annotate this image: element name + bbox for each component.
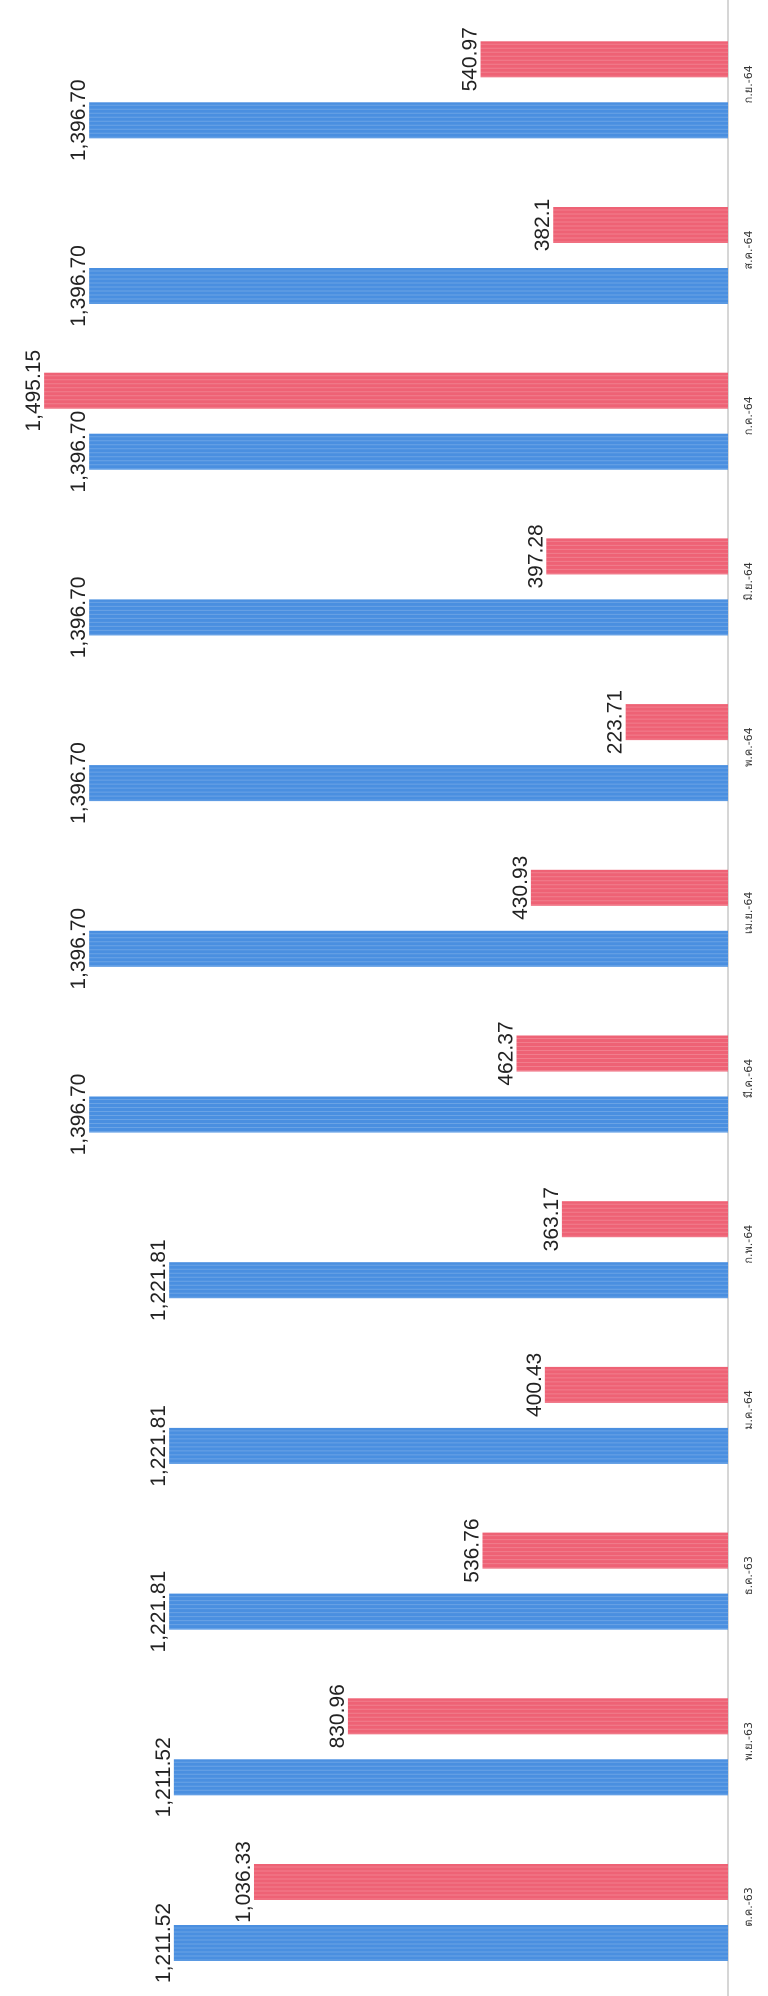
blue-bar-10: [89, 268, 729, 304]
category-tick-label-9: ก.ค.-64: [742, 396, 755, 435]
red-value-label-11: 540.97: [459, 27, 482, 91]
blue-bar-4: [169, 1262, 728, 1299]
blue-bar-8: [89, 599, 729, 636]
category-tick-label-3: ม.ค.-64: [742, 1390, 755, 1430]
labels-layer: 1,211.52 1,036.33 ต.ค.-63 1,211.52 830.96 พ.ย…: [22, 27, 755, 1983]
category-tick-label-10: ส.ค.-64: [742, 230, 755, 269]
red-value-label-2: 536.76: [460, 1518, 483, 1582]
red-value-label-3: 400.43: [523, 1353, 546, 1417]
red-bar-9: [44, 372, 728, 409]
blue-bar-7: [89, 765, 729, 802]
blue-value-label-1: 1,211.52: [152, 1737, 175, 1817]
blue-bar-2: [169, 1593, 728, 1630]
red-bar-11: [480, 41, 728, 78]
blue-bar-9: [89, 433, 729, 470]
red-value-label-8: 397.28: [524, 524, 547, 588]
red-bar-4: [561, 1201, 728, 1238]
blue-bar-1: [173, 1759, 728, 1796]
blue-value-label-4: 1,221.81: [147, 1239, 170, 1321]
red-bar-6: [530, 869, 728, 906]
blue-bar-5: [89, 1096, 729, 1133]
blue-bar-6: [89, 930, 729, 967]
red-bar-10: [553, 207, 728, 243]
category-tick-label-4: ก.พ.-64: [742, 1225, 755, 1264]
blue-value-label-0: 1,211.52: [152, 1903, 175, 1983]
blue-value-label-3: 1,221.81: [147, 1405, 170, 1487]
red-bar-8: [546, 538, 728, 575]
blue-value-label-8: 1,396.70: [67, 577, 90, 659]
category-tick-label-0: ต.ค.-63: [742, 1887, 755, 1926]
category-tick-label-6: เม.ย.-64: [742, 892, 755, 934]
blue-value-label-10: 1,396.70: [67, 245, 90, 327]
red-value-label-5: 462.37: [495, 1021, 518, 1085]
category-tick-label-5: มี.ค.-64: [742, 1059, 755, 1099]
red-bar-3: [544, 1366, 728, 1403]
category-tick-label-1: พ.ย.-63: [742, 1722, 755, 1761]
red-bar-5: [516, 1035, 728, 1072]
blue-bar-3: [169, 1427, 728, 1464]
red-value-label-4: 363.17: [540, 1187, 563, 1251]
red-value-label-1: 830.96: [326, 1684, 349, 1748]
blue-value-label-11: 1,396.70: [67, 79, 90, 161]
red-value-label-7: 223.71: [604, 690, 627, 754]
red-value-label-10: 382.1: [531, 199, 554, 252]
blue-value-label-9: 1,396.70: [67, 411, 90, 493]
blue-value-label-6: 1,396.70: [67, 908, 90, 990]
category-tick-label-8: มิ.ย.-64: [742, 562, 755, 601]
blue-value-label-5: 1,396.70: [67, 1074, 90, 1156]
category-tick-label-11: ก.ย.-64: [742, 65, 755, 103]
red-bar-7: [625, 704, 728, 741]
blue-bar-0: [173, 1925, 728, 1961]
red-value-label-6: 430.93: [509, 856, 532, 920]
red-value-label-9: 1,495.15: [22, 350, 45, 432]
red-bar-2: [482, 1532, 728, 1569]
red-bar-0: [253, 1864, 728, 1900]
blue-bar-11: [89, 102, 729, 139]
category-tick-label-7: พ.ค.-64: [742, 727, 755, 767]
bars-layer: [44, 41, 729, 1961]
category-tick-label-2: ธ.ค.-63: [742, 1556, 755, 1595]
red-bar-1: [347, 1698, 728, 1735]
red-value-label-0: 1,036.33: [232, 1841, 255, 1923]
blue-value-label-7: 1,396.70: [67, 742, 90, 824]
blue-value-label-2: 1,221.81: [147, 1571, 170, 1653]
